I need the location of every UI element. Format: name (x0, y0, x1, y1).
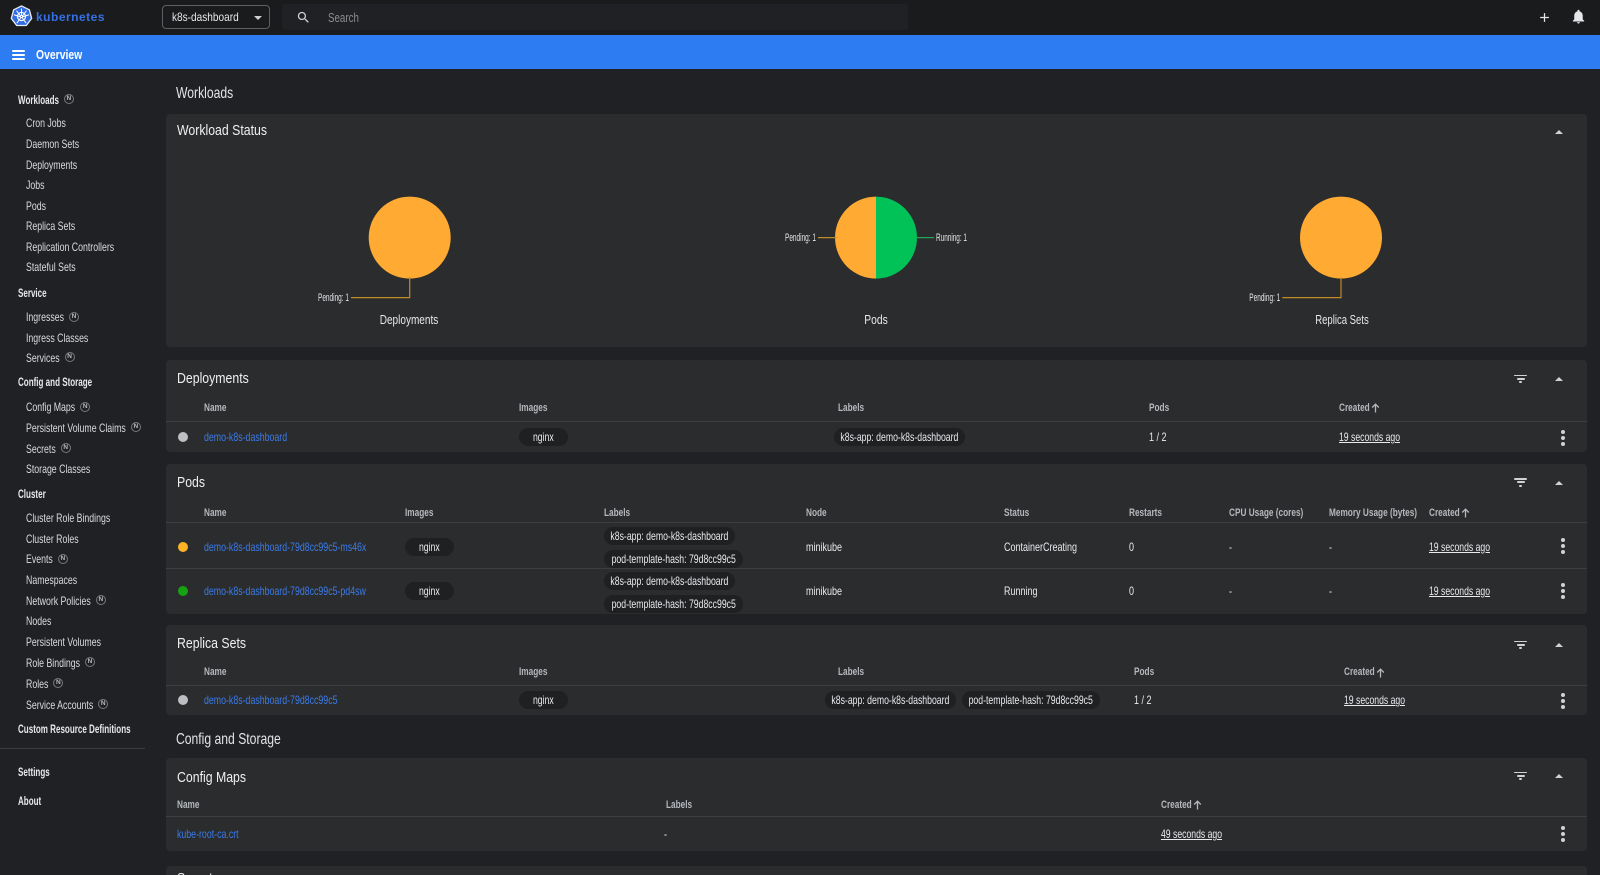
svg-text:Deployments: Deployments (380, 312, 439, 327)
svg-text:Pending: 1: Pending: 1 (785, 232, 816, 244)
svg-text:Replica Sets: Replica Sets (1315, 312, 1369, 327)
svg-text:Pending: 1: Pending: 1 (1249, 292, 1280, 304)
svg-text:Pods: Pods (864, 312, 888, 327)
svg-text:Pending: 1: Pending: 1 (318, 292, 349, 304)
svg-text:Running: 1: Running: 1 (936, 232, 967, 244)
